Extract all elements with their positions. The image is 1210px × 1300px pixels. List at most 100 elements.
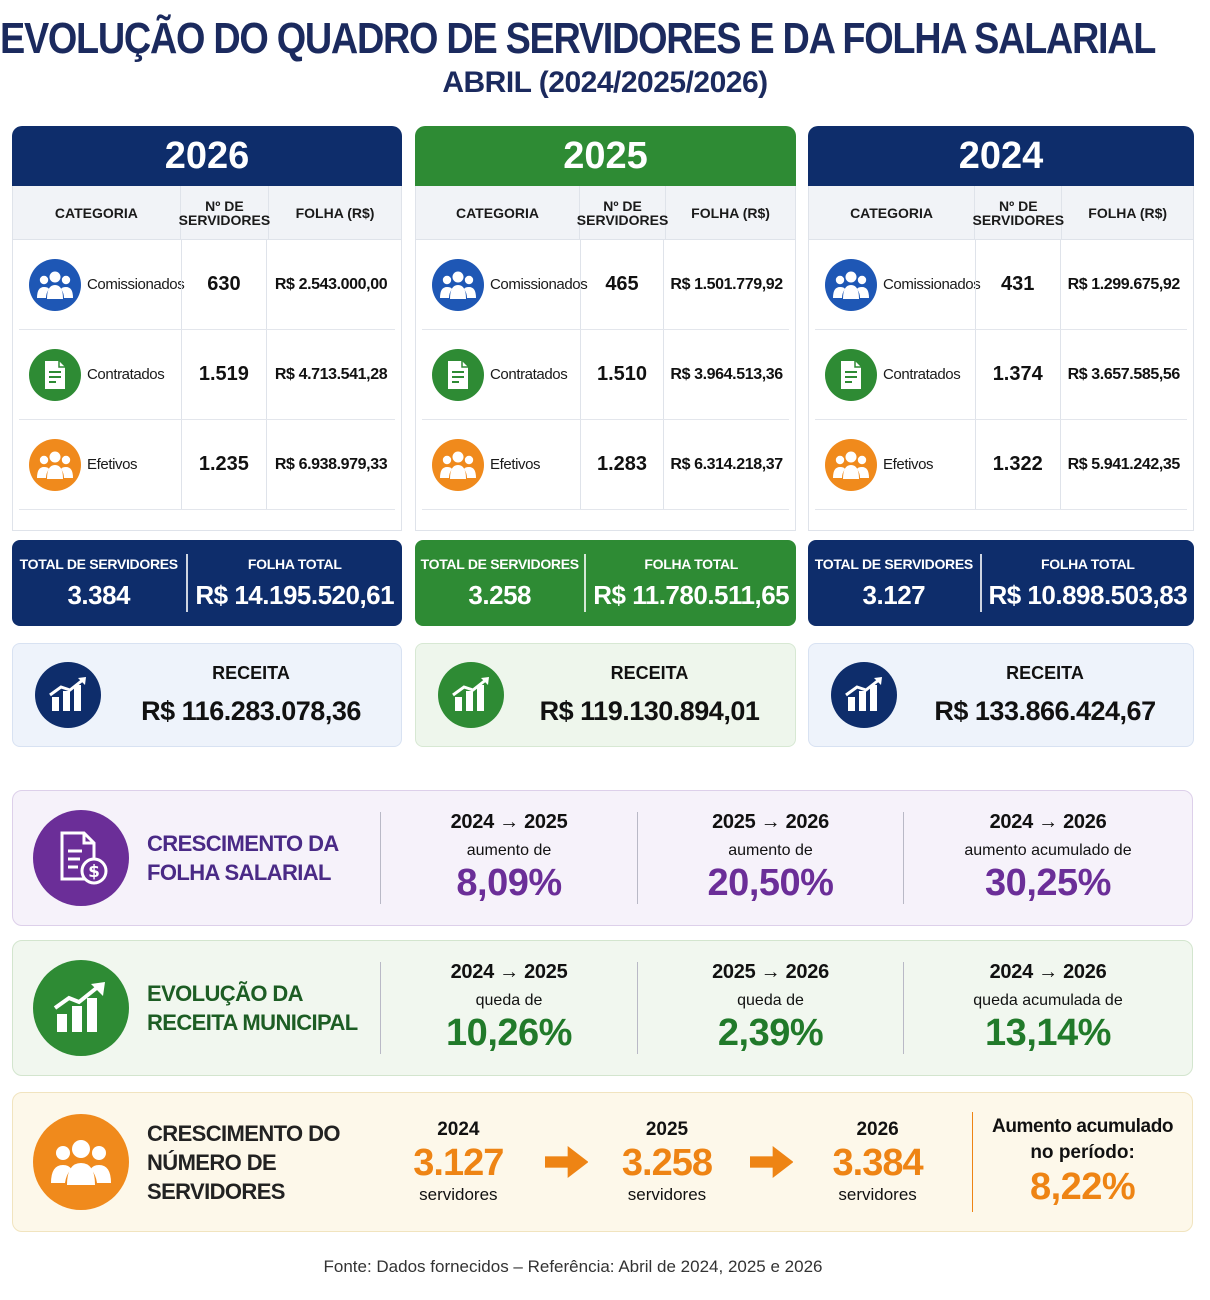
table-row: Comissionados 431 R$ 1.299.675,92 [815, 240, 1187, 330]
header-servidores-l2: SERVIDORES [576, 211, 669, 228]
table-row: Comissionados 465 R$ 1.501.779,92 [422, 240, 789, 330]
row-categoria: Efetivos [422, 420, 580, 509]
bar-chart-growth-icon [438, 662, 504, 728]
receita-label: RECEITA [212, 663, 290, 683]
receita-stat: 2024 → 2026 queda acumulada de 13,14% [973, 961, 1123, 1054]
page-title: EVOLUÇÃO DO QUADRO DE SERVIDORES E DA FO… [0, 14, 1156, 63]
people-icon [432, 438, 484, 491]
year-column-2026: 2026 CATEGORIA Nº DE SERVIDORES FOLHA (R… [12, 126, 402, 747]
row-categoria: Efetivos [815, 420, 975, 509]
bar-chart-growth-icon [831, 662, 897, 728]
receita-stat: 2025 → 2026 queda de 2,39% [712, 961, 829, 1054]
row-categoria: Comissionados [815, 240, 981, 329]
year-table: CATEGORIA Nº DE SERVIDORES FOLHA (R$) Co… [415, 186, 796, 531]
total-servidores-label: TOTAL DE SERVIDORES [420, 555, 579, 572]
people-icon [432, 258, 484, 311]
people-icon [825, 258, 877, 311]
people-icon [825, 438, 877, 491]
row-servidores: 630 [180, 240, 268, 329]
servidores-step: 2026 3.384 servidores [832, 1119, 924, 1204]
row-folha: R$ 3.964.513,36 [670, 365, 783, 383]
header-folha: FOLHA (R$) [1088, 204, 1168, 221]
categoria-label: Efetivos [883, 456, 934, 473]
table-header: CATEGORIA Nº DE SERVIDORES FOLHA (R$) [416, 186, 795, 240]
categoria-label: Contratados [87, 366, 165, 383]
row-folha: R$ 3.657.585,56 [1067, 365, 1181, 383]
row-categoria: Comissionados [422, 240, 588, 329]
header-servidores: Nº DE SERVIDORES [972, 186, 1065, 239]
folha-growth-title: CRESCIMENTO DA FOLHA SALARIAL [147, 831, 339, 885]
total-servidores-value: 3.127 [862, 579, 926, 610]
document-icon [825, 348, 877, 401]
people-icon [29, 438, 81, 491]
row-servidores: 1.235 [180, 420, 268, 509]
header-folha: FOLHA (R$) [295, 204, 375, 221]
row-folha: R$ 5.941.242,35 [1067, 455, 1181, 473]
arrow-right-icon [544, 1145, 589, 1179]
header-categoria: CATEGORIA [54, 204, 138, 221]
folha-stat: 2025 → 2026 aumento de 20,50% [707, 811, 834, 904]
categoria-label: Contratados [883, 366, 961, 383]
totals-bar: TOTAL DE SERVIDORES 3.384 FOLHA TOTAL R$… [12, 540, 402, 626]
header-servidores-l2: SERVIDORES [972, 211, 1065, 228]
table-row: Efetivos 1.283 R$ 6.314.218,37 [422, 420, 789, 510]
header-servidores-l2: SERVIDORES [178, 211, 271, 228]
table-row: Efetivos 1.235 R$ 6.938.979,33 [19, 420, 395, 510]
categoria-label: Comissionados [883, 276, 981, 293]
svg-text:$: $ [88, 862, 100, 882]
categoria-label: Efetivos [490, 456, 541, 473]
receita-box: RECEITA R$ 116.283.078,36 [12, 643, 402, 747]
receita-value: R$ 119.130.894,01 [539, 696, 760, 726]
categoria-label: Comissionados [490, 276, 588, 293]
row-servidores: 465 [579, 240, 665, 329]
row-categoria: Contratados [422, 330, 580, 419]
year-table: CATEGORIA Nº DE SERVIDORES FOLHA (R$) Co… [12, 186, 402, 531]
source-footer: Fonte: Dados fornecidos – Referência: Ab… [323, 1257, 823, 1276]
table-row: Contratados 1.519 R$ 4.713.541,28 [19, 330, 395, 420]
receita-box: RECEITA R$ 119.130.894,01 [415, 643, 796, 747]
receita-evolution-panel: EVOLUÇÃO DA RECEITA MUNICIPAL 2024 → 2025… [12, 940, 1193, 1076]
header-folha: FOLHA (R$) [691, 204, 770, 221]
servidores-acumulado: Aumento acumulado no período: 8,22% [992, 1115, 1174, 1208]
receita-label: RECEITA [1006, 663, 1084, 683]
row-categoria: Efetivos [19, 420, 181, 509]
year-header: 2024 [808, 126, 1194, 186]
folha-total-value: R$ 11.780.511,65 [593, 579, 790, 610]
document-icon [432, 348, 484, 401]
row-folha: R$ 1.299.675,92 [1067, 275, 1181, 293]
row-categoria: Contratados [19, 330, 181, 419]
people-group-icon [33, 1114, 129, 1210]
header-categoria: CATEGORIA [456, 204, 539, 221]
row-folha: R$ 1.501.779,92 [670, 275, 783, 293]
folha-total-label: FOLHA TOTAL [644, 555, 739, 572]
servidores-step: 2024 3.127 servidores [413, 1119, 504, 1204]
folha-growth-panel: $ CRESCIMENTO DA FOLHA SALARIAL 2024 → 20… [12, 790, 1193, 926]
receita-value: R$ 133.866.424,67 [934, 696, 1156, 726]
header-servidores-l1: Nº DE [205, 197, 244, 214]
receita-label: RECEITA [610, 663, 689, 683]
totals-bar: TOTAL DE SERVIDORES 3.258 FOLHA TOTAL R$… [415, 540, 796, 626]
folha-stat: 2024 → 2026 aumento acumulado de 30,25% [964, 811, 1132, 904]
bar-chart-growth-icon [35, 662, 101, 728]
document-icon [29, 348, 81, 401]
growth-chart-icon [33, 960, 129, 1056]
row-categoria: Contratados [815, 330, 975, 419]
row-folha: R$ 6.314.218,37 [670, 455, 783, 473]
categoria-label: Contratados [490, 366, 568, 383]
row-servidores: 1.374 [974, 330, 1061, 419]
row-folha: R$ 6.938.979,33 [274, 455, 388, 473]
year-column-2024: 2024 CATEGORIA Nº DE SERVIDORES FOLHA (R… [808, 126, 1194, 747]
folha-stat: 2024 → 2025 aumento de 8,09% [450, 811, 568, 904]
year-column-2025: 2025 CATEGORIA Nº DE SERVIDORES FOLHA (R… [415, 126, 796, 747]
servidores-growth-panel: CRESCIMENTO DO NÚMERO DE SERVIDORES 2024 3… [12, 1092, 1193, 1232]
payroll-document-icon: $ [33, 810, 129, 906]
folha-total-label: FOLHA TOTAL [247, 555, 342, 572]
row-servidores: 431 [974, 240, 1061, 329]
row-servidores: 1.283 [579, 420, 665, 509]
page-subtitle: ABRIL (2024/2025/2026) [442, 66, 768, 99]
folha-total-label: FOLHA TOTAL [1041, 555, 1135, 572]
totals-bar: TOTAL DE SERVIDORES 3.127 FOLHA TOTAL R$… [808, 540, 1194, 626]
year-header: 2025 [415, 126, 796, 186]
table-row: Comissionados 630 R$ 2.543.000,00 [19, 240, 395, 330]
year-table: CATEGORIA Nº DE SERVIDORES FOLHA (R$) Co… [808, 186, 1194, 531]
